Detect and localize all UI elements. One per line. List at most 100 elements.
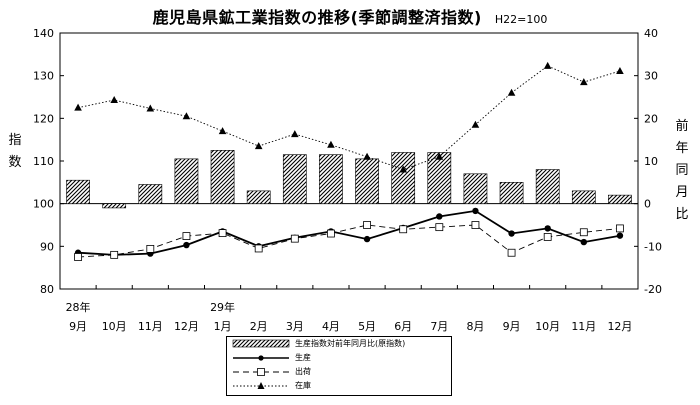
y-right-tick-label: 10 [644,155,658,168]
inventory-point [110,95,118,103]
x-tick-label: 6月 [394,320,412,333]
shipment-point [110,250,119,259]
bar [282,154,307,204]
shipment-point [254,244,263,253]
shipment-point [507,248,516,257]
shipment-point [327,229,335,238]
x-tick-label: 10月 [535,320,560,333]
inventory-point [363,152,371,160]
y-axis-left-label: 指数 [8,133,22,170]
x-tick-label: 11月 [138,320,163,333]
series-line-1 [78,209,621,256]
inventory-point [182,112,191,120]
inventory-point [218,127,227,135]
x-year-label: 29年 [210,300,235,314]
x-tick-label: 12月 [607,320,632,333]
y-left-tick-label: 100 [33,198,54,211]
x-tick-label: 11月 [571,320,596,333]
production-point [436,213,443,220]
inventory-point [580,78,588,86]
legend-label-bar: 生産指数対前年同月比(原指数) [295,339,406,348]
y-axis-right-label: 前年同月比 [675,119,689,222]
bar [66,179,90,204]
x-tick-label: 1月 [214,320,232,333]
y-right-tick-label: 20 [644,112,658,125]
inventory-point [399,165,407,173]
shipment-point [74,253,82,261]
y-left-tick-label: 80 [40,283,54,296]
legend: 生産指数対前年同月比(原指数) 生産 出荷 在庫 [226,336,452,396]
shipment-point [579,228,588,237]
production-point [363,235,371,243]
bar [499,182,524,204]
series-line-2 [78,224,620,258]
series-line-3 [78,65,621,170]
inventory-point [471,120,480,128]
shipment-point [435,223,444,232]
production-point [616,232,624,239]
y-right-tick-label: 40 [644,27,658,40]
shipment-point [363,221,371,229]
shipment-point [290,234,299,243]
shipment-point [182,232,191,240]
inventory-point [291,130,299,138]
bar [391,152,416,204]
inventory-point [254,142,263,150]
inventory-point [616,66,624,74]
bar [138,184,163,204]
legend-label-inventory: 在庫 [295,381,311,390]
bar [355,158,379,204]
bar [608,194,632,204]
y-left-tick-label: 90 [40,240,54,253]
bar [246,190,271,204]
x-tick-label: 8月 [466,320,484,333]
legend-label-shipment: 出荷 [295,367,311,376]
production-point [544,225,551,232]
chart-title-row: 鹿児島県鉱工業指数の推移(季節調整済指数) H22=100 [0,4,700,28]
y-left-tick-label: 130 [33,70,54,83]
inventory-point [146,104,155,112]
chart-title: 鹿児島県鉱工業指数の推移(季節調整済指数) [152,8,482,27]
shipment-point [146,244,155,253]
bar [463,173,488,204]
x-tick-label: 10月 [102,320,127,333]
production-point [508,230,515,237]
x-year-label: 28年 [66,300,91,314]
shipment-point [399,225,408,234]
inventory-point [543,61,552,69]
bar [427,152,452,204]
x-tick-label: 4月 [322,320,340,333]
shipment-point [543,233,552,241]
x-tick-label: 9月 [69,320,87,333]
inventory-point [507,88,516,96]
y-right-tick-label: 0 [644,198,651,211]
bar [535,169,560,204]
x-tick-label: 7月 [430,320,448,333]
shipment-point [471,221,480,229]
x-tick-label: 2月 [250,320,268,333]
production-point [183,241,190,249]
base-year-note: H22=100 [494,13,548,26]
bar [174,158,199,204]
bar [210,150,235,204]
y-right-tick-label: -10 [644,240,662,253]
shipment-point [616,224,624,233]
production-point [472,207,479,215]
y-right-tick-label: 30 [644,70,658,83]
legend-label-production: 生産 [295,353,311,362]
bar [102,203,127,209]
production-point [580,238,588,246]
x-tick-label: 3月 [286,320,304,333]
inventory-point [327,140,335,148]
x-tick-label: 9月 [503,320,521,333]
y-left-tick-label: 140 [33,27,54,40]
x-tick-label: 5月 [358,320,376,333]
bar [571,190,596,204]
x-tick-label: 12月 [174,320,199,333]
inventory-point [435,152,444,160]
y-left-tick-label: 110 [33,155,54,168]
bar [319,154,343,204]
inventory-point [74,103,82,111]
y-right-tick-label: -20 [644,283,662,296]
